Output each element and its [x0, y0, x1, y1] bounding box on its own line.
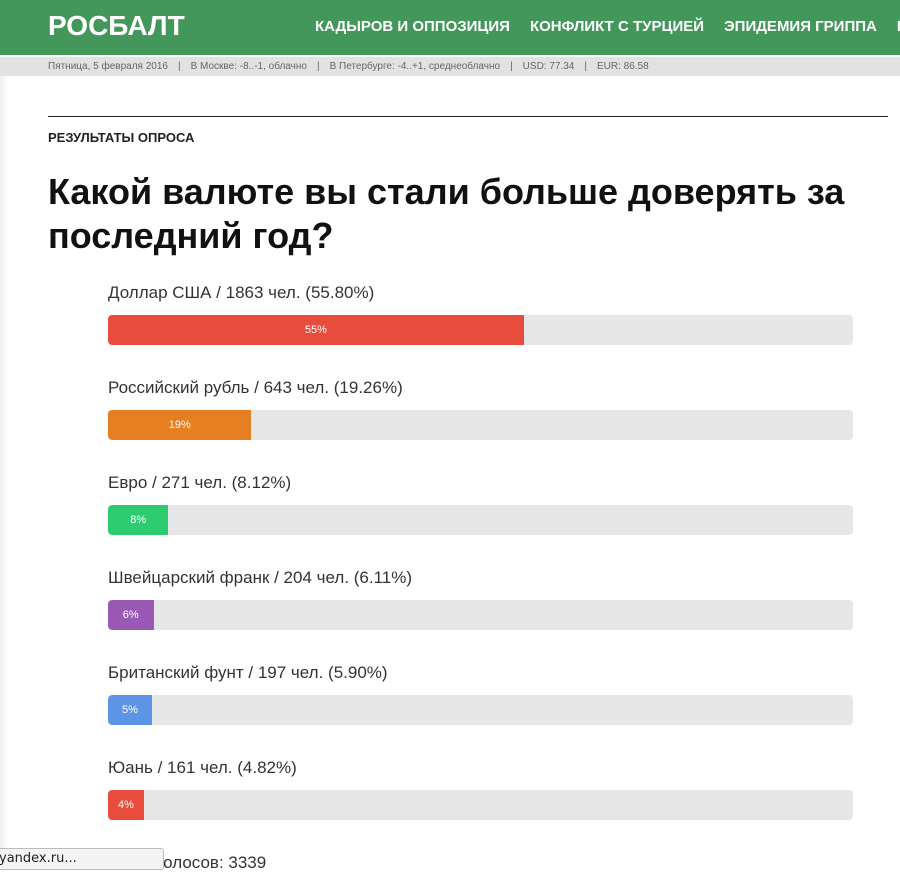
separator: |	[177, 61, 181, 72]
nav-link[interactable]: КОНФЛИКТ С ТУРЦИЕЙ	[529, 18, 705, 35]
bar: 55%	[108, 315, 524, 345]
bar: 8%	[108, 505, 169, 535]
bar: 5%	[108, 695, 152, 725]
bar: 4%	[108, 790, 144, 820]
bar: 19%	[108, 410, 252, 440]
option-text: Швейцарский франк / 204 чел. (6.11%)	[108, 568, 413, 587]
nav-link[interactable]: КАДЫРОВ И ОППОЗИЦИЯ	[315, 18, 510, 35]
option-text: Юань / 161 чел. (4.82%)	[108, 758, 297, 777]
question: Какой валюте вы стали больше доверять за…	[48, 171, 845, 256]
poll-option: Российский рубль / 643 чел. (19.26%) 19%	[108, 378, 853, 440]
info-item: Пятница, 5 февраля 2016	[48, 61, 168, 72]
logo[interactable]: РОСБАЛТ	[48, 10, 185, 41]
info-items: Пятница, 5 февраля 2016 | В Москве: -8..-1…	[48, 57, 649, 76]
option-text: Британский фунт / 197 чел. (5.90%)	[108, 663, 388, 682]
nav-link[interactable]: КРИЗИС	[897, 18, 900, 35]
info-item: EUR: 86.58	[596, 61, 649, 72]
nav: КАДЫРОВ И ОППОЗИЦИЯ КОНФЛИКТ С ТУРЦИЕЙ ЭПИ…	[315, 18, 900, 35]
bar-track: 55%	[108, 315, 853, 345]
separator: |	[316, 61, 320, 72]
nav-link[interactable]: ЭПИДЕМИЯ ГРИППА	[724, 18, 877, 35]
header: РОСБАЛТ КАДЫРОВ И ОППОЗИЦИЯ КОНФЛИКТ С ТУ…	[0, 0, 900, 55]
info-bar: Пятница, 5 февраля 2016 | В Москве: -8..-1…	[0, 57, 900, 76]
option-text: Доллар США / 1863 чел. (55.80%)	[108, 283, 375, 302]
bar-track: 8%	[108, 505, 853, 535]
poll-option: Доллар США / 1863 чел. (55.80%) 55%	[108, 283, 853, 345]
separator: |	[584, 61, 587, 72]
status-bar: yandex.ru...	[0, 848, 164, 870]
option-text: Евро / 271 чел. (8.12%)	[108, 473, 292, 492]
bar: 6%	[108, 600, 154, 630]
poll-option: Евро / 271 чел. (8.12%) 8%	[108, 473, 853, 535]
poll-option: Швейцарский франк / 204 чел. (6.11%) 6%	[108, 568, 853, 630]
edge	[0, 76, 8, 865]
option-text: Российский рубль / 643 чел. (19.26%)	[108, 378, 403, 397]
poll-option: Британский фунт / 197 чел. (5.90%) 5%	[108, 663, 853, 725]
bar-track: 6%	[108, 600, 853, 630]
poll-option: Юань / 161 чел. (4.82%) 4%	[108, 758, 853, 820]
section-label: РЕЗУЛЬТАТЫ ОПРОСА	[48, 130, 195, 145]
bar-track: 19%	[108, 410, 853, 440]
info-item: USD: 77.34	[522, 61, 575, 72]
bar-track: 5%	[108, 695, 853, 725]
separator: |	[510, 61, 513, 72]
rule	[48, 116, 888, 117]
info-item: В Москве: -8..-1, облачно	[190, 61, 307, 72]
info-item: В Петербурге: -4..+1, среднеоблачно	[329, 61, 501, 72]
bar-track: 4%	[108, 790, 853, 820]
